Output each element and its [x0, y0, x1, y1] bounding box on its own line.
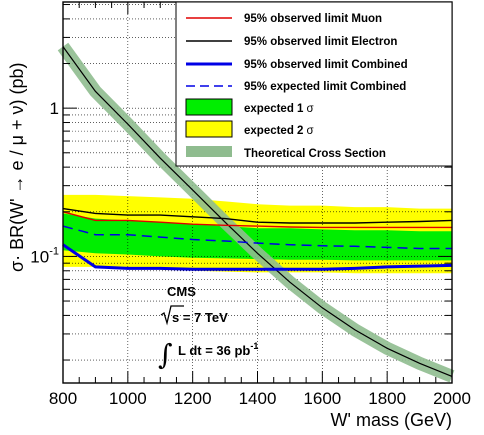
legend-expected-label: 95% expected limit Combined [244, 81, 406, 93]
series-observed-combined [62, 243, 453, 271]
y-tick-label: 10-1 [30, 245, 59, 266]
x-tick-label: 1600 [303, 389, 341, 408]
series-observed-electron [62, 207, 453, 224]
legend-band1-sigma: σ [306, 103, 313, 115]
y-tick-label: 1 [50, 99, 59, 118]
legend-combined-label: 95% observed limit Combined [244, 59, 408, 71]
sqrt-sign [160, 305, 184, 326]
integral-sign: ∫ [158, 338, 173, 371]
ylabel-dot: · [7, 255, 27, 261]
legend-band2-swatch [185, 120, 233, 138]
ylabel-arrow: → [7, 170, 27, 198]
legend-band1-text: expected 1 [244, 103, 304, 115]
y-tick-label-base: 10 [30, 247, 49, 266]
series-theory [62, 46, 453, 377]
series-expected-combined [62, 225, 452, 250]
limit-lines [57, 42, 455, 383]
series-observed-muon [62, 211, 452, 229]
cms-label: CMS [167, 284, 196, 299]
x-tick-label: 2000 [433, 389, 471, 408]
ylabel-br: BR(W' [7, 198, 27, 254]
ylabel-decay: e / μ + ν) (pb) [7, 63, 27, 171]
y-tick-label-exp: -1 [49, 245, 59, 257]
legend-theory-swatch [186, 146, 232, 157]
y-axis-label: σ· BR(W' → e / μ + ν) (pb) [7, 63, 27, 272]
x-axis-label: W' mass (GeV) [331, 410, 452, 430]
x-tick-label: 800 [49, 389, 77, 408]
legend: 95% observed limit Muon 95% observed lim… [175, 1, 453, 167]
ylabel-sigma: σ [7, 261, 27, 272]
x-tick-label: 1200 [174, 389, 212, 408]
legend-theory-label: Theoretical Cross Section [244, 148, 386, 160]
legend-box [175, 1, 453, 167]
energy-label: s = 7 TeV [172, 310, 228, 325]
legend-band1-swatch [185, 98, 233, 116]
legend-electron-label: 95% observed limit Electron [244, 36, 397, 48]
x-tick-label: 1400 [239, 389, 277, 408]
annotations: CMS s = 7 TeV ∫ L dt = 36 pb-1 [158, 284, 258, 371]
legend-muon-label: 95% observed limit Muon [244, 13, 382, 25]
lumi-label: L dt = 36 pb-1 [178, 341, 258, 358]
legend-band2-sigma: σ [306, 125, 313, 137]
legend-band2-text: expected 2 [244, 125, 303, 137]
lumi-text: L dt = 36 pb [178, 343, 250, 358]
x-tick-label: 1800 [368, 389, 406, 408]
lumi-exponent: -1 [250, 341, 258, 351]
x-tick-label: 1000 [109, 389, 147, 408]
